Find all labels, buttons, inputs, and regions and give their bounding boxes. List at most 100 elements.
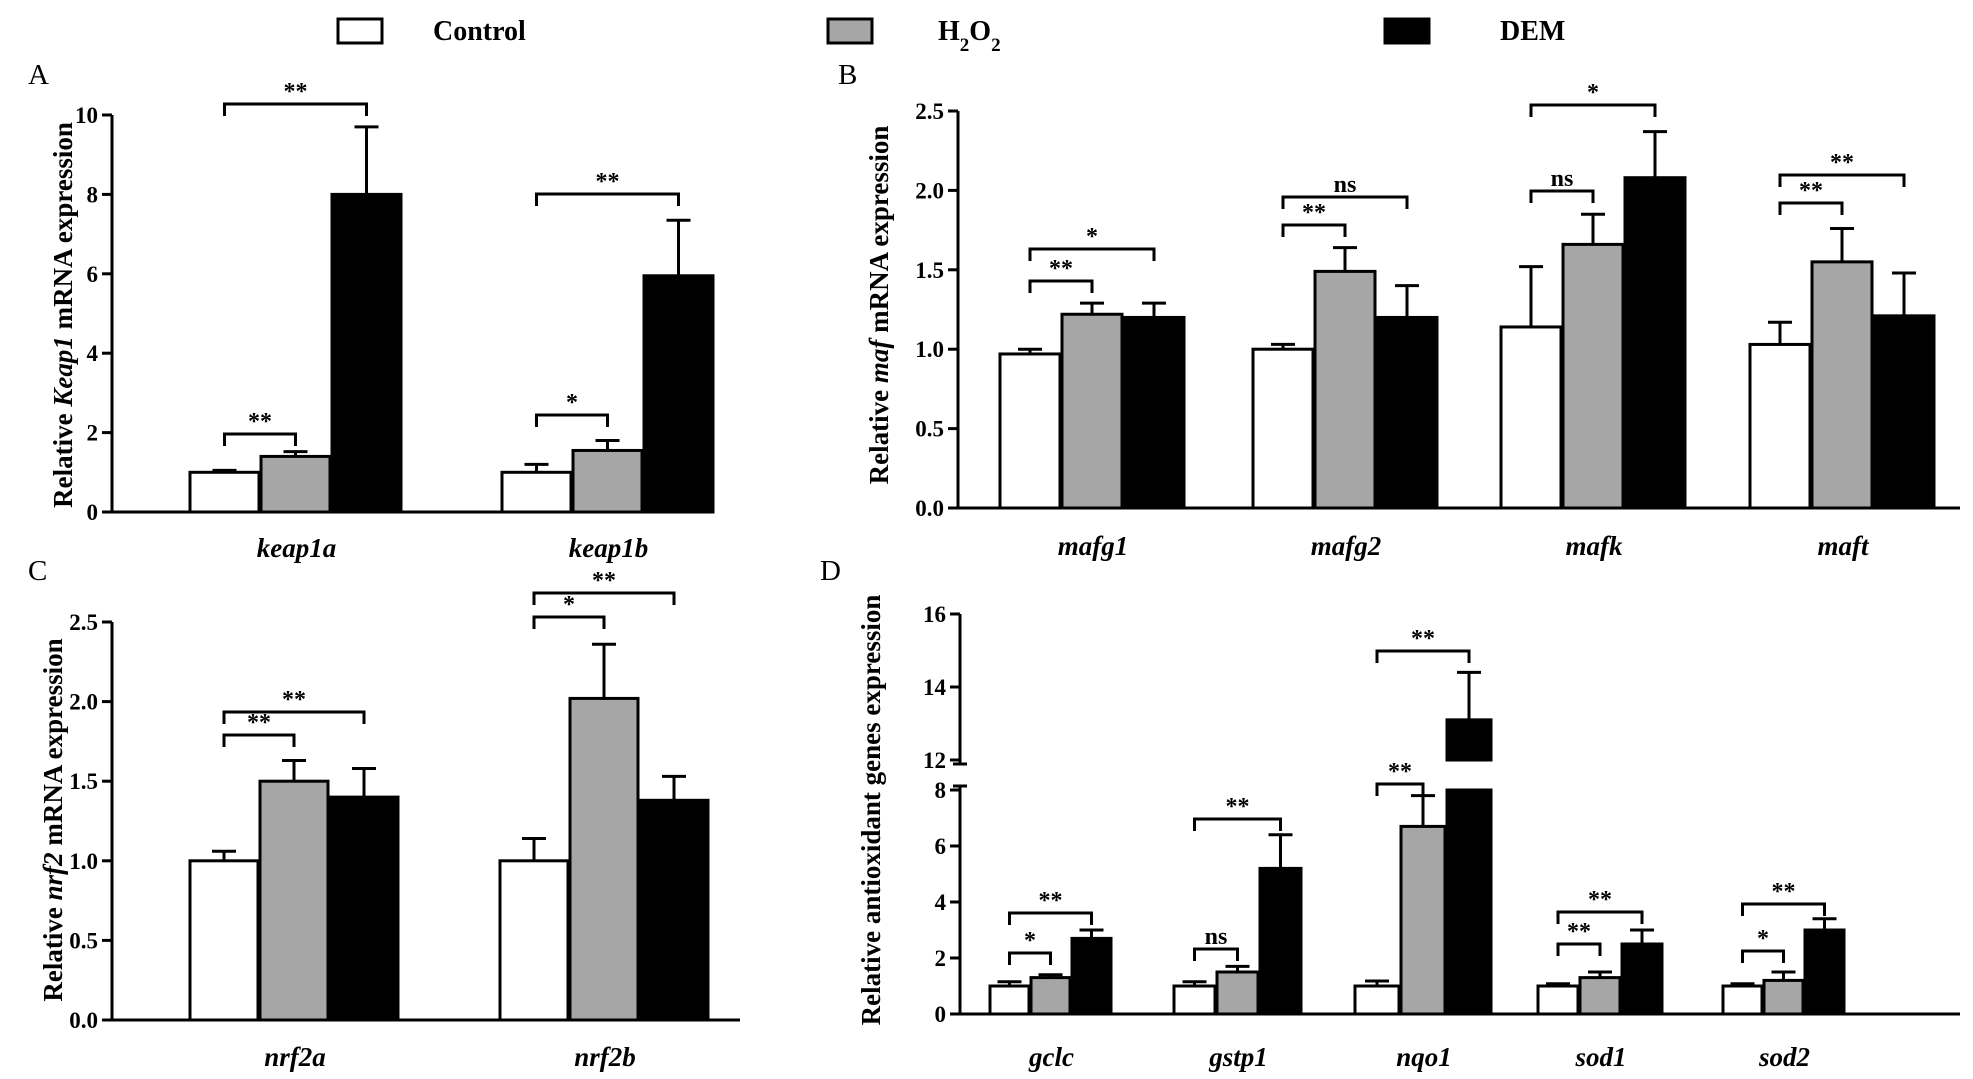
y-tick-label: 0.5 [915, 417, 944, 442]
bar-mafk-h2o2 [1561, 242, 1625, 510]
y-tick-label: 6 [935, 834, 947, 859]
category-label-sod1: sod1 [1574, 1042, 1626, 1072]
significance-label: ** [247, 710, 271, 736]
significance-bracket [532, 615, 606, 629]
y-tick-label: 4 [87, 341, 99, 366]
legend: Control H2O2 DEM [336, 16, 1565, 56]
bar-nrf2b-dem [638, 798, 710, 1022]
significance-bracket [1193, 947, 1239, 961]
legend-swatch-2 [1383, 17, 1431, 45]
significance-label: ** [284, 79, 308, 105]
significance-bracket [1028, 247, 1156, 261]
category-group-gstp1: gstp1 ns ** [1172, 794, 1303, 1072]
legend-label-1: H2O2 [938, 16, 1001, 56]
bar-nqo1-dem-upper [1445, 718, 1493, 762]
y-tick-label: 2 [935, 946, 947, 971]
significance-bracket [535, 192, 680, 206]
category-label-nrf2b: nrf2b [574, 1042, 636, 1072]
category-group-keap1b: keap1b*** [500, 169, 715, 563]
bar-sod2-control [1721, 984, 1764, 1016]
legend-label-0: Control [433, 16, 526, 47]
y-tick-label: 12 [923, 748, 946, 773]
bar-keap1b-h2o2 [571, 448, 644, 514]
category-group-sod2: sod2 *** [1721, 879, 1846, 1072]
significance-bracket [1008, 911, 1093, 925]
category-group-gclc: gclc *** [988, 888, 1113, 1072]
category-group-sod1: sod1 ** ** [1536, 887, 1664, 1072]
bar-gstp1-dem [1258, 866, 1303, 1016]
panel-b: B 0.0 0.5 1.0 1.5 2.0 2.5 Relative maf mRNA exp… [838, 59, 1960, 561]
category-label-mafg1: mafg1 [1058, 531, 1129, 561]
y-tick-label: 2.5 [69, 610, 98, 635]
y-tick-label: 10 [75, 103, 98, 128]
category-label-nrf2a: nrf2a [264, 1042, 326, 1072]
y-axis-title: Relative nrf2 mRNA expression [38, 638, 68, 1001]
significance-label: ** [1049, 256, 1073, 282]
significance-bracket [223, 102, 368, 116]
significance-bracket [1008, 951, 1052, 965]
significance-label: ** [1567, 919, 1591, 945]
y-tick-label: 0 [87, 500, 99, 525]
significance-label: * [1086, 224, 1098, 250]
bar-sod2-h2o2 [1762, 978, 1805, 1016]
category-group-mafk: mafk ns * [1499, 80, 1687, 561]
significance-label: ** [1302, 200, 1326, 226]
significance-bracket [1375, 782, 1425, 796]
significance-label: ** [1799, 178, 1823, 204]
bar-mafg1-dem [1122, 315, 1186, 510]
significance-label: ns [1551, 166, 1574, 192]
bar-keap1a-control [188, 470, 261, 514]
y-tick-label: 6 [87, 262, 99, 287]
panel-letter-a: A [28, 59, 49, 91]
bar-mafg1-h2o2 [1060, 312, 1124, 510]
legend-swatch-0 [336, 17, 384, 45]
y-tick-label: 8 [935, 778, 947, 803]
category-label-nqo1: nqo1 [1396, 1042, 1452, 1072]
category-group-nqo1: nqo1 ** ** [1353, 626, 1493, 1072]
bar-gstp1-h2o2 [1215, 970, 1260, 1016]
y-axis-title: Relative Keap1 mRNA expression [48, 122, 78, 508]
significance-bracket [1281, 195, 1409, 209]
category-group-nrf2b: nrf2b*** [498, 568, 710, 1072]
significance-label: ** [1039, 888, 1063, 914]
bar-keap1a-h2o2 [259, 454, 332, 514]
category-label-keap1b: keap1b [569, 533, 648, 563]
significance-bracket [1556, 910, 1644, 924]
bar-maft-h2o2 [1810, 260, 1874, 510]
bar-sod1-dem [1620, 942, 1664, 1016]
significance-label: ns [1334, 172, 1357, 198]
y-tick-label: 1.0 [69, 849, 98, 874]
bar-mafk-dem [1623, 176, 1687, 510]
significance-bracket [1193, 817, 1282, 831]
bar-nrf2b-control [498, 859, 570, 1022]
bar-gstp1-control [1172, 984, 1217, 1016]
y-tick-label: 0.0 [69, 1008, 98, 1033]
bar-mafg1-control [998, 352, 1062, 510]
category-label-maft: maft [1818, 531, 1870, 561]
y-tick-label: 2.5 [915, 99, 944, 124]
bar-maft-dem [1872, 314, 1936, 510]
significance-label: ** [592, 568, 616, 594]
significance-bracket [535, 413, 609, 427]
y-tick-label: 1.5 [915, 258, 944, 283]
bar-mafg2-control [1251, 347, 1315, 510]
y-tick-label: 0.0 [915, 496, 944, 521]
y-tick-label: 8 [87, 182, 99, 207]
category-group-mafg1: mafg1*** [998, 224, 1186, 561]
bar-nrf2a-dem [328, 795, 400, 1022]
category-label-sod2: sod2 [1758, 1042, 1810, 1072]
y-axis-title: Relative antioxidant genes expression [856, 595, 886, 1026]
y-axis-title: Relative maf mRNA expression [864, 126, 894, 485]
category-label-gstp1: gstp1 [1208, 1042, 1268, 1072]
significance-label: ** [1388, 759, 1412, 785]
significance-label: ** [1411, 626, 1435, 652]
bar-gclc-h2o2 [1029, 976, 1072, 1016]
bar-keap1b-control [500, 470, 573, 514]
bar-nqo1-dem-lower [1445, 788, 1493, 1016]
significance-label: ** [1772, 879, 1796, 905]
panel-letter-b: B [838, 59, 857, 91]
y-tick-label: 0.5 [69, 928, 98, 953]
